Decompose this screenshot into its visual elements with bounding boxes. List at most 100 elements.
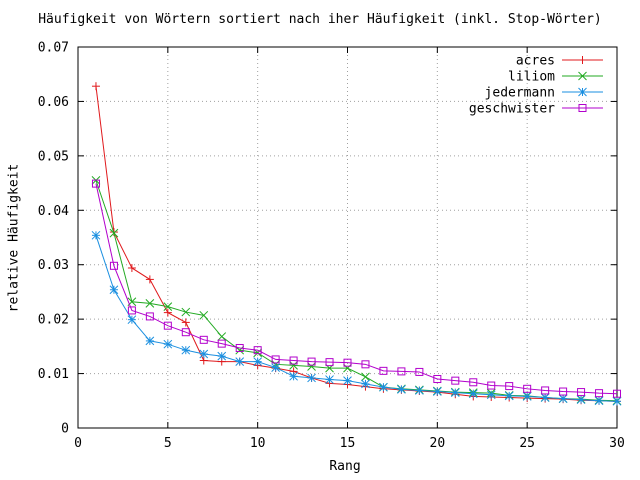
- data-point: [541, 386, 550, 395]
- data-point: [145, 312, 154, 321]
- data-point: [487, 381, 496, 390]
- legend-marker-acres: [578, 56, 587, 64]
- data-point: [613, 389, 621, 398]
- x-axis-label: Rang: [329, 459, 361, 474]
- legend-marker-geschwister: [578, 104, 587, 112]
- data-point: [559, 387, 568, 396]
- y-tick-label: 0.04: [38, 204, 69, 219]
- data-point: [181, 307, 191, 317]
- data-point: [145, 275, 154, 284]
- data-point: [468, 389, 478, 399]
- data-point: [289, 371, 298, 381]
- data-point: [217, 339, 226, 348]
- legend-marker-jedermann: [578, 87, 587, 97]
- y-tick-label: 0.06: [38, 95, 69, 110]
- data-point: [594, 396, 604, 406]
- y-tick-label: 0.03: [38, 258, 69, 273]
- y-tick-label: 0.07: [38, 41, 69, 56]
- data-point: [307, 373, 316, 383]
- series-geschwister: [91, 179, 621, 398]
- data-point: [163, 308, 172, 317]
- data-point: [415, 367, 424, 376]
- legend-label-acres: acres: [516, 54, 555, 69]
- data-point: [271, 363, 280, 372]
- data-point: [199, 349, 209, 359]
- data-point: [271, 355, 280, 364]
- series-line-jedermann: [95, 235, 618, 402]
- data-point: [433, 375, 442, 384]
- data-point: [217, 351, 227, 361]
- axis-ticks: 0 5 10 15 20 25 30 0 0.01 0.02 0.03 0.04 0.05 0.06 0.0…: [38, 41, 625, 452]
- data-point: [307, 357, 316, 366]
- x-tick-label: 20: [430, 436, 446, 451]
- series-liliom: [91, 175, 622, 406]
- data-point: [361, 372, 370, 382]
- y-tick-label: 0.01: [38, 367, 69, 382]
- data-point: [163, 339, 173, 349]
- data-point: [595, 389, 604, 398]
- data-point: [127, 263, 136, 272]
- data-point: [199, 335, 208, 344]
- x-tick-label: 25: [519, 436, 535, 451]
- x-tick-label: 10: [250, 436, 266, 451]
- data-point: [181, 345, 191, 355]
- data-point: [486, 390, 496, 400]
- data-point: [109, 285, 119, 295]
- x-tick-label: 0: [74, 436, 82, 451]
- y-tick-label: 0.05: [38, 149, 69, 164]
- legend-marker-liliom: [578, 71, 587, 81]
- data-point: [217, 332, 227, 341]
- x-tick-label: 30: [609, 436, 625, 451]
- x-tick-label: 15: [340, 436, 356, 451]
- series-acres: [91, 82, 621, 406]
- data-point: [253, 357, 263, 366]
- data-point: [343, 363, 352, 373]
- data-point: [379, 366, 388, 375]
- data-point: [91, 82, 100, 91]
- data-point: [415, 386, 424, 395]
- y-tick-label: 0.02: [38, 313, 69, 328]
- series-line-acres: [95, 86, 618, 402]
- data-point: [325, 358, 334, 367]
- data-point: [127, 315, 137, 325]
- data-point: [145, 336, 155, 346]
- chart-title: Häufigkeit von Wörtern sortiert nach ihe…: [38, 12, 602, 27]
- data-point: [577, 388, 586, 397]
- data-point: [199, 310, 209, 320]
- data-point: [361, 379, 370, 389]
- data-point: [450, 388, 460, 397]
- data-point: [576, 395, 586, 405]
- data-point: [289, 361, 298, 370]
- data-point: [612, 396, 622, 406]
- legend-label-liliom: liliom: [508, 70, 555, 85]
- series-jedermann: [91, 230, 622, 406]
- data-point: [361, 360, 370, 369]
- data-point: [432, 387, 442, 396]
- data-point: [91, 179, 100, 188]
- series-line-liliom: [95, 180, 618, 402]
- data-point: [127, 306, 136, 315]
- data-point: [523, 384, 532, 393]
- data-point: [325, 375, 334, 384]
- data-point: [181, 328, 190, 337]
- data-point: [397, 367, 406, 376]
- data-point: [235, 357, 245, 366]
- data-point: [109, 261, 118, 270]
- data-point: [235, 343, 244, 352]
- x-tick-label: 5: [164, 436, 172, 451]
- data-point: [109, 228, 119, 238]
- data-point: [504, 391, 514, 401]
- data-point: [379, 382, 388, 392]
- data-point: [469, 378, 478, 387]
- data-point: [522, 392, 532, 401]
- data-point: [145, 299, 155, 308]
- data-point: [558, 394, 568, 403]
- data-point: [163, 321, 172, 330]
- legend-label-jedermann: jedermann: [485, 86, 555, 101]
- data-point: [289, 356, 298, 365]
- data-point: [505, 382, 514, 391]
- data-point: [163, 302, 173, 311]
- data-point: [91, 230, 101, 240]
